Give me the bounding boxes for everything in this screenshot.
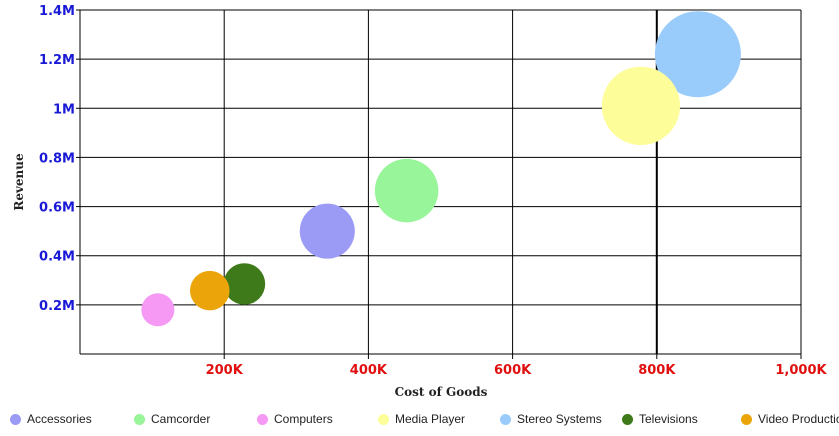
y-tick-label: 1.2M <box>39 53 75 68</box>
tick-labels: 200K 400K 600K 800K 1,000K 0.2M 0.4M 0.6M 0.8M 1M… <box>39 4 827 378</box>
y-tick-label: 0.8M <box>39 151 75 166</box>
bubbles <box>141 11 741 327</box>
bubble-stereo-systems[interactable] <box>654 11 741 98</box>
bubble-video-production[interactable] <box>190 270 230 311</box>
bubble-accessories[interactable] <box>299 203 355 259</box>
legend-label: Stereo Systems <box>517 412 602 426</box>
legend-item-stereo-systems[interactable]: Stereo Systems <box>500 412 602 426</box>
legend-item-televisions[interactable]: Televisions <box>622 412 698 426</box>
y-axis-title: Revenue <box>12 153 26 211</box>
axes <box>76 9 802 359</box>
legend-label: Camcorder <box>151 412 211 426</box>
x-tick-label: 600K <box>494 363 532 378</box>
y-tick-label: 0.4M <box>39 250 75 265</box>
legend-item-video-production[interactable]: Video Production <box>741 412 839 426</box>
bubble-computers[interactable] <box>141 293 175 327</box>
legend-swatch <box>378 413 389 425</box>
legend-label: Accessories <box>27 412 92 426</box>
legend-label: Televisions <box>639 412 698 426</box>
legend-item-accessories[interactable]: Accessories <box>10 412 92 426</box>
legend-item-camcorder[interactable]: Camcorder <box>134 412 210 426</box>
legend: Accessories Camcorder Computers Media Playe… <box>10 410 839 432</box>
y-tick-label: 1M <box>53 102 75 117</box>
legend-item-media-player[interactable]: Media Player <box>378 412 465 426</box>
x-tick-label: 200K <box>206 363 244 378</box>
legend-label: Computers <box>274 412 333 426</box>
legend-swatch <box>134 413 145 425</box>
legend-swatch <box>500 413 511 425</box>
legend-swatch <box>10 413 21 425</box>
x-tick-label: 1,000K <box>775 363 827 378</box>
legend-swatch <box>622 413 633 425</box>
legend-swatch <box>741 413 752 425</box>
legend-item-computers[interactable]: Computers <box>257 412 333 426</box>
y-tick-label: 0.2M <box>39 299 75 314</box>
x-tick-label: 800K <box>638 363 676 378</box>
y-tick-label: 1.4M <box>39 4 75 19</box>
x-axis-title: Cost of Goods <box>395 385 488 399</box>
bubble-televisions[interactable] <box>223 263 266 305</box>
legend-label: Video Production <box>758 412 839 426</box>
y-tick-label: 0.6M <box>39 201 75 216</box>
x-tick-label: 400K <box>350 363 388 378</box>
legend-label: Media Player <box>395 412 466 426</box>
bubble-chart: 200K 400K 600K 800K 1,000K 0.2M 0.4M 0.6M 0.8M 1M… <box>12 4 828 399</box>
legend-swatch <box>257 413 268 425</box>
bubble-camcorder[interactable] <box>374 158 439 223</box>
bubble-media-player[interactable] <box>601 66 681 145</box>
